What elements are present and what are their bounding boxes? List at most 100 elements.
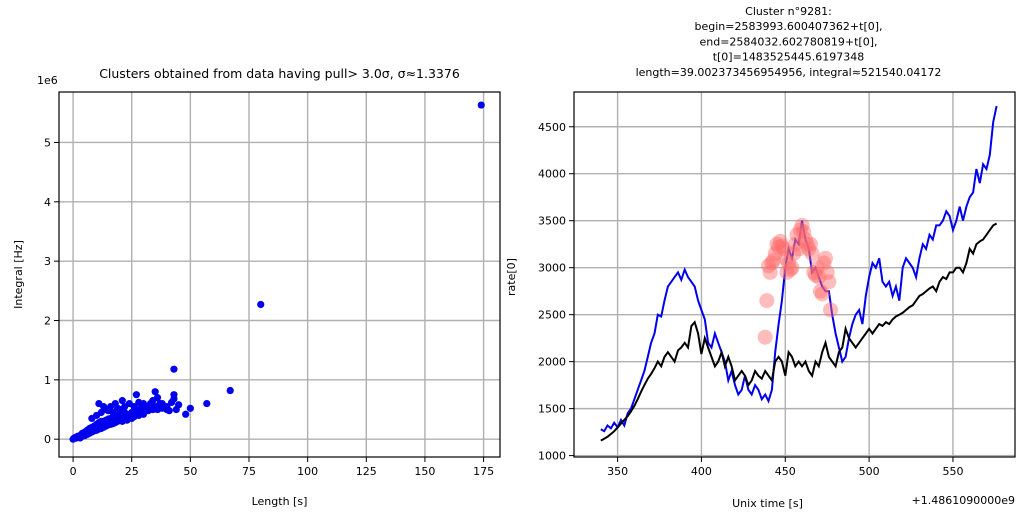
highlight-point <box>812 283 828 299</box>
highlight-point <box>769 236 785 252</box>
scatter-point <box>163 405 171 414</box>
left-xtick-label: 75 <box>242 465 256 478</box>
scatter-point <box>132 391 141 399</box>
highlight-point <box>787 236 803 252</box>
left-ytick-label: 2 <box>44 314 51 327</box>
scatter-point <box>477 101 485 109</box>
scatter-point <box>130 402 138 411</box>
highlight-point <box>792 222 808 238</box>
right-title-line: Cluster n°9281: <box>745 5 832 18</box>
left-xtick-label: 150 <box>414 465 435 478</box>
highlight-point <box>766 252 782 268</box>
highlight-point <box>814 286 830 302</box>
highlight-point <box>772 233 788 249</box>
highlight-point <box>818 250 834 266</box>
left-ytick-label: 3 <box>44 255 51 268</box>
highlight-point <box>759 293 775 309</box>
left-xtick-label: 125 <box>356 465 377 478</box>
highlight-point <box>806 264 822 280</box>
highlight-point <box>764 255 780 271</box>
left-xtick-label: 50 <box>183 465 197 478</box>
scatter-point <box>118 397 126 405</box>
left-ytick-label: 5 <box>44 136 51 149</box>
highlight-point <box>807 267 823 283</box>
scatter-point <box>203 399 211 408</box>
right-xtick-label: 450 <box>775 465 796 478</box>
right-line-plot: 350 400 450 500 550 1000 1500 2000 2500 3000 3500 4… <box>505 5 1016 510</box>
highlight-point <box>799 236 815 252</box>
right-ytick-label: 2500 <box>538 309 566 322</box>
left-chart-title: Clusters obtained from data having pull>… <box>99 66 460 81</box>
highlight-point <box>804 246 820 262</box>
highlight-point <box>797 232 813 248</box>
right-ytick-label: 1000 <box>538 450 566 463</box>
highlight-point <box>771 239 787 255</box>
left-points <box>69 101 485 443</box>
highlight-point <box>777 250 793 266</box>
black-series-line <box>600 222 998 442</box>
right-ytick-label: 3500 <box>538 215 566 228</box>
right-ytick-label: 3000 <box>538 262 566 275</box>
highlight-point <box>791 241 807 257</box>
right-xtick-label: 350 <box>607 465 628 478</box>
scatter-point <box>109 408 117 417</box>
highlight-point <box>767 246 783 262</box>
left-y-offset-label: 1e6 <box>37 74 58 87</box>
right-xtick-label: 550 <box>942 465 963 478</box>
scatter-point <box>170 391 178 399</box>
highlight-point <box>821 274 837 290</box>
left-xtick-label: 175 <box>473 465 494 478</box>
blue-series-line <box>600 105 998 433</box>
scatter-point <box>170 365 178 373</box>
right-title-line: t[0]=1483525445.6197348 <box>713 51 865 64</box>
highlight-point <box>782 262 798 278</box>
right-ytick-label: 2000 <box>538 356 566 369</box>
right-frame <box>573 91 1016 458</box>
left-y-axis-label: Integral [Hz] <box>12 240 25 309</box>
left-xtick-label: 0 <box>70 465 77 478</box>
highlight-point <box>802 236 818 252</box>
right-ytick-label: 1500 <box>538 403 566 416</box>
right-y-axis-label: rate[0] <box>505 258 518 296</box>
left-ytick-label: 1 <box>44 374 51 387</box>
scatter-point <box>158 399 166 408</box>
right-x-axis-label: Unix time [s] <box>732 497 803 510</box>
highlight-point <box>786 246 802 262</box>
highlight-point <box>781 255 797 271</box>
scatter-point <box>186 404 194 412</box>
scatter-point <box>95 399 103 408</box>
highlight-point <box>784 260 800 276</box>
highlight-point <box>823 302 839 318</box>
right-title-line: length=39.002373456954956, integral≈5215… <box>636 66 942 79</box>
highlight-point <box>816 255 832 271</box>
scatter-point <box>175 401 183 409</box>
highlight-point <box>796 224 812 240</box>
highlight-point <box>761 258 777 274</box>
highlight-point <box>801 241 817 257</box>
right-ytick-label: 4500 <box>538 121 566 134</box>
left-xtick-label: 100 <box>297 465 318 478</box>
highlight-point <box>819 264 835 280</box>
highlight-point <box>789 227 805 243</box>
right-xtick-label: 500 <box>859 465 880 478</box>
highlight-point <box>757 329 773 345</box>
left-frame <box>58 91 501 458</box>
highlight-point <box>794 217 810 233</box>
scatter-point <box>151 388 159 396</box>
scatter-point <box>114 404 122 412</box>
right-ytick-label: 4000 <box>538 168 566 181</box>
left-scatter-plot: 0 25 50 75 100 125 150 175 0 1 2 3 4 5 Clusters obtain… <box>12 66 501 508</box>
right-title-line: begin=2583993.600407362+t[0], <box>694 20 882 33</box>
left-x-axis-label: Length [s] <box>252 495 308 508</box>
highlight-point <box>774 238 790 254</box>
right-title-line: end=2584032.602780819+t[0], <box>699 35 877 48</box>
scatter-point <box>182 410 190 418</box>
highlight-point <box>762 264 778 280</box>
scatter-point <box>144 402 152 411</box>
left-ytick-label: 0 <box>44 433 51 446</box>
left-ytick-label: 4 <box>44 196 51 209</box>
highlight-point <box>779 264 795 280</box>
right-x-offset-label: +1.4861090000e9 <box>912 494 1015 507</box>
highlight-point <box>809 260 825 276</box>
